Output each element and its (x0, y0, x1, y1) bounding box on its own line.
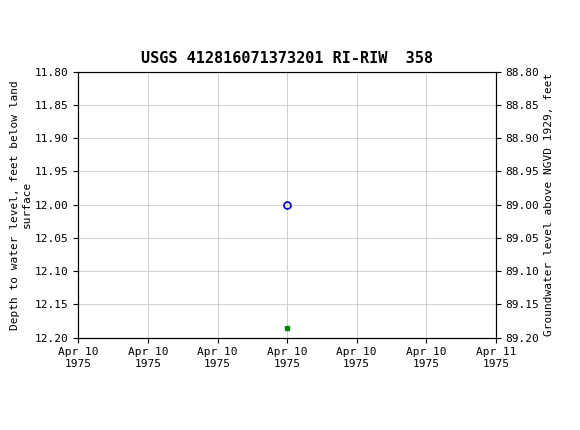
Text: ≋USGS: ≋USGS (3, 10, 63, 25)
Y-axis label: Groundwater level above NGVD 1929, feet: Groundwater level above NGVD 1929, feet (543, 73, 553, 336)
Title: USGS 412816071373201 RI-RIW  358: USGS 412816071373201 RI-RIW 358 (141, 52, 433, 67)
Y-axis label: Depth to water level, feet below land
surface: Depth to water level, feet below land su… (10, 80, 32, 329)
